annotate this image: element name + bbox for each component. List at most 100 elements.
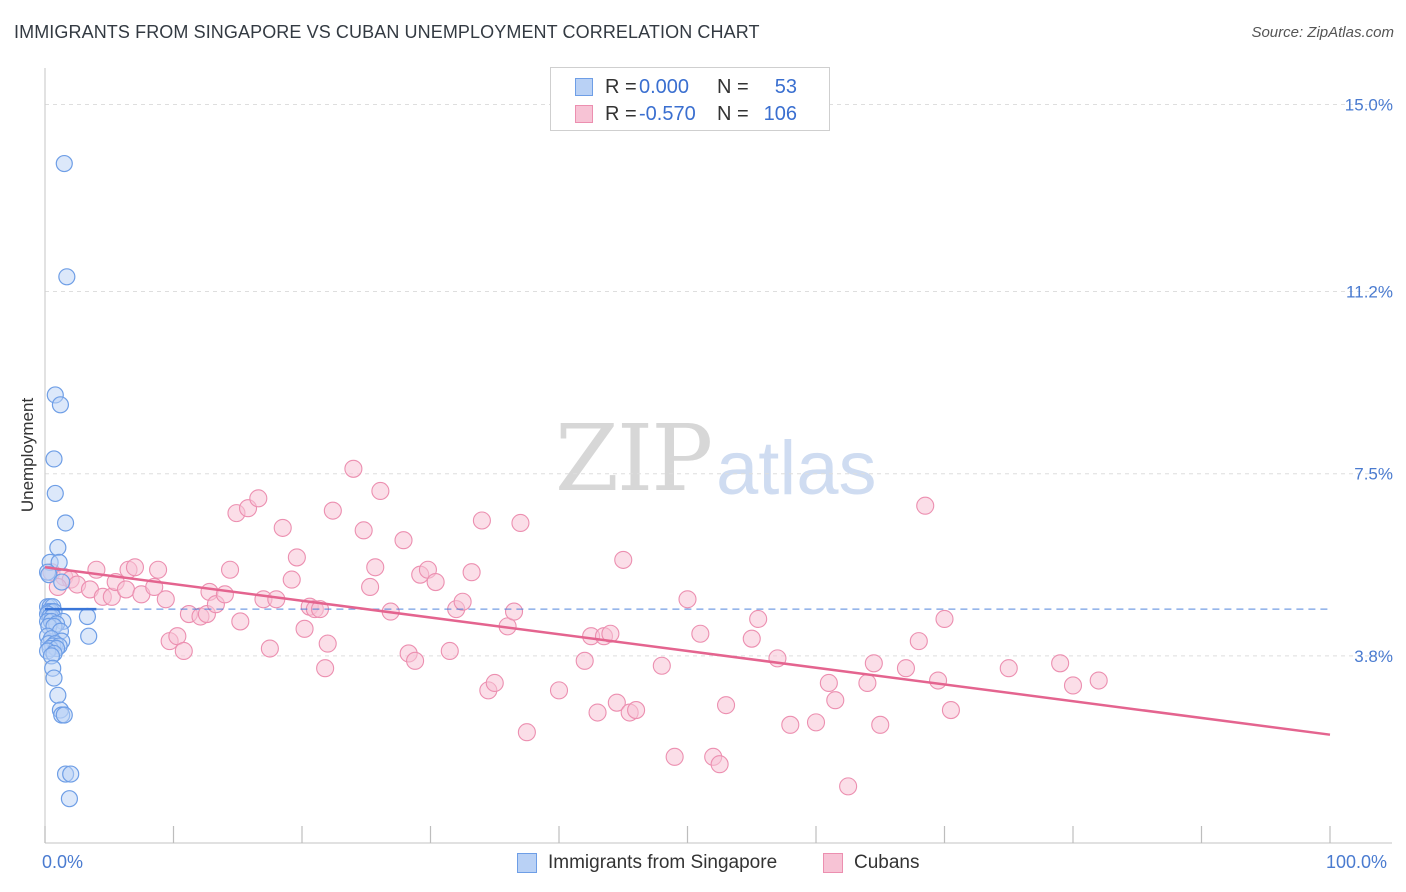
legend-n-value: 106: [763, 102, 797, 125]
cubans-point: [426, 573, 445, 592]
cubans-point: [941, 701, 960, 720]
cubans-point: [549, 681, 569, 700]
cubans-point: [354, 521, 373, 540]
cubans-point: [485, 673, 504, 693]
cubans-point: [665, 747, 684, 766]
cubans-point: [361, 577, 380, 597]
cubans-point: [935, 609, 954, 629]
y-tick-labels: 3.8% 7.5% 11.2% 15.0%: [1345, 95, 1393, 665]
cubans-point: [323, 501, 342, 520]
singapore-point: [62, 765, 80, 783]
legend-swatch-pink: [575, 105, 593, 123]
legend-n-label: N =: [717, 75, 749, 98]
cubans-point: [742, 629, 761, 648]
cubans-point: [220, 560, 240, 579]
cubans-point: [916, 496, 935, 515]
cubans-point: [287, 548, 306, 567]
cubans-point: [462, 563, 481, 582]
legend-r-value: 0.000: [639, 75, 690, 98]
singapore-point: [55, 154, 73, 173]
legend-swatch-pink: [823, 853, 843, 873]
singapore-point: [49, 538, 67, 557]
legend-r-label: R =: [605, 102, 637, 125]
cubans-point: [1051, 654, 1070, 673]
cubans-point: [231, 612, 250, 631]
source-note: Source: ZipAtlas.com: [1251, 24, 1394, 41]
cubans-point: [472, 511, 491, 530]
trend-lines: [44, 566, 1331, 736]
legend-swatch-blue: [517, 853, 537, 873]
cubans-point: [316, 659, 335, 678]
cubans-point: [318, 634, 337, 653]
cubans-point: [806, 713, 826, 732]
cubans-point: [691, 624, 710, 643]
legend-item-label: Cubans: [854, 852, 920, 873]
cubans-point: [344, 459, 363, 478]
cubans-point: [511, 513, 530, 533]
cubans-point: [249, 489, 268, 508]
legend-n-value: 53: [774, 75, 797, 98]
cubans-point: [627, 701, 646, 720]
x-max-label: 100.0%: [1326, 852, 1388, 872]
legend-item-label: Immigrants from Singapore: [548, 852, 778, 873]
cubans-point: [652, 656, 671, 675]
singapore-point: [78, 607, 97, 626]
axes: [44, 68, 1392, 844]
singapore-point: [45, 450, 63, 468]
legend-swatch-blue: [575, 78, 593, 96]
cubans-point: [601, 624, 620, 643]
cubans-point: [406, 651, 425, 670]
cubans-point: [781, 715, 800, 734]
singapore-point: [55, 706, 73, 724]
cubans-point: [295, 619, 314, 638]
cubans-point: [839, 777, 858, 796]
watermark-zip: ZIP: [555, 405, 713, 512]
singapore-point: [45, 669, 63, 687]
legend-n-label: N =: [717, 102, 749, 125]
cubans-point: [929, 671, 948, 690]
legend-item-singapore: Immigrants from Singapore: [517, 852, 777, 874]
cubans-point: [440, 641, 459, 661]
cubans-point: [909, 632, 928, 651]
cubans-point: [871, 715, 890, 734]
cubans-point: [156, 590, 175, 609]
cubans-point: [273, 518, 292, 537]
cubans-point: [149, 560, 168, 579]
singapore-point: [80, 627, 98, 645]
singapore-point: [56, 514, 75, 532]
gridlines: [45, 103, 1392, 657]
cubans-point: [504, 602, 524, 621]
series-legend: Immigrants from Singapore Cubans: [0, 852, 1406, 878]
cubans-point: [607, 693, 626, 712]
singapore-point: [49, 686, 67, 704]
legend-r-label: R =: [605, 75, 637, 98]
cubans-point: [819, 673, 838, 693]
cubans-point: [1063, 676, 1083, 695]
cubans-point: [215, 585, 234, 604]
cubans-point: [896, 659, 916, 678]
cubans-point: [858, 673, 877, 693]
cubans-point: [710, 755, 729, 774]
cubans-point: [260, 639, 279, 658]
cubans-point: [125, 558, 144, 577]
cubans-point: [575, 651, 594, 670]
watermark-atlas: atlas: [716, 426, 877, 511]
y-tick-label: 3.8%: [1354, 647, 1393, 666]
cubans-point: [394, 531, 413, 550]
cubans-trend-line: [44, 566, 1331, 736]
correlation-legend: R = 0.000 N = 53 R = -0.570 N = 106: [550, 67, 830, 131]
legend-row-singapore: R = 0.000 N = 53: [575, 75, 797, 99]
y-tick-label: 15.0%: [1345, 95, 1393, 114]
y-tick-label: 11.2%: [1346, 283, 1393, 302]
cubans-points: [42, 459, 1108, 796]
singapore-point: [58, 268, 76, 286]
cubans-point: [588, 703, 607, 722]
cubans-point: [749, 609, 768, 629]
chart-title: IMMIGRANTS FROM SINGAPORE VS CUBAN UNEMP…: [14, 22, 760, 42]
cubans-point: [678, 590, 697, 609]
cubans-point: [614, 550, 633, 569]
cubans-point: [1089, 671, 1108, 690]
y-tick-label: 7.5%: [1354, 465, 1393, 484]
legend-row-cubans: R = -0.570 N = 106: [575, 102, 797, 126]
